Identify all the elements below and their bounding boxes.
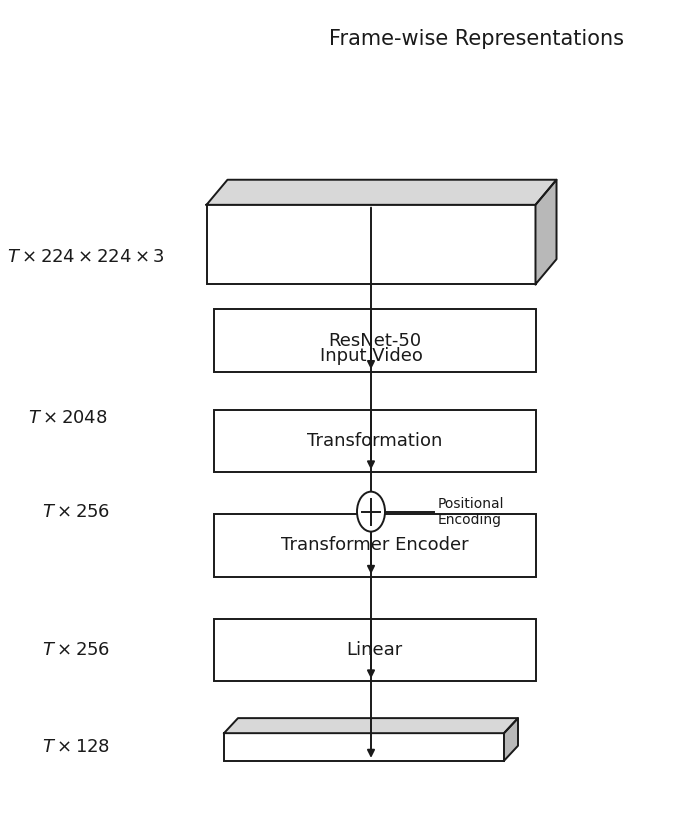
Text: Frame-wise Representations: Frame-wise Representations: [328, 29, 624, 49]
Ellipse shape: [357, 492, 385, 532]
Polygon shape: [206, 180, 556, 205]
Text: $T \times 224 \times 224 \times 3$: $T \times 224 \times 224 \times 3$: [7, 247, 165, 266]
Text: $T \times 256$: $T \times 256$: [42, 640, 110, 659]
Bar: [224, 733, 504, 761]
Bar: [214, 619, 536, 681]
Text: Linear: Linear: [346, 641, 402, 659]
Text: ResNet-50: ResNet-50: [328, 332, 421, 349]
Text: Transformer Encoder: Transformer Encoder: [281, 537, 468, 554]
Bar: [214, 309, 536, 372]
Bar: [206, 205, 536, 284]
Text: $T \times 128$: $T \times 128$: [42, 737, 110, 756]
Text: $T \times 256$: $T \times 256$: [42, 502, 110, 521]
Text: Input Video: Input Video: [320, 347, 422, 365]
Text: Positional
Encoding: Positional Encoding: [438, 497, 504, 527]
Polygon shape: [504, 718, 518, 761]
Polygon shape: [536, 180, 556, 284]
Bar: [214, 514, 536, 577]
Polygon shape: [224, 718, 518, 733]
Bar: [214, 410, 536, 472]
Text: $T \times 2048$: $T \times 2048$: [28, 409, 108, 427]
Text: Transformation: Transformation: [307, 432, 442, 450]
